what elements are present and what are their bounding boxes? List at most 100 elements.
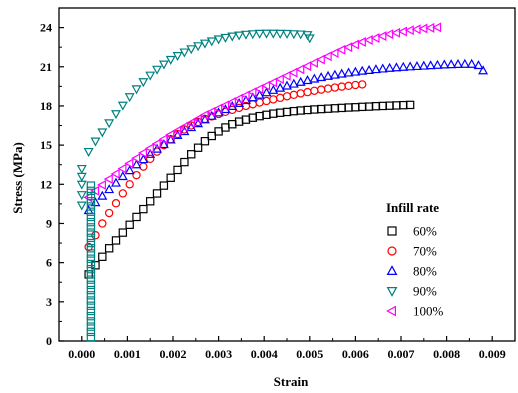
data-point [316, 72, 327, 82]
data-point [308, 57, 319, 68]
y-tick-label: 21 [40, 60, 52, 74]
data-point [152, 189, 162, 198]
data-point [282, 92, 292, 101]
series-90% [83, 29, 315, 158]
data-point [350, 66, 361, 76]
data-point [248, 113, 257, 122]
legend-label: 80% [413, 264, 437, 279]
data-point [323, 70, 334, 80]
data-point [255, 98, 264, 107]
data-point [91, 231, 100, 240]
data-point [111, 110, 121, 120]
data-point [323, 84, 333, 93]
data-point [132, 212, 141, 222]
data-point [358, 80, 367, 89]
data-point [391, 27, 401, 38]
data-point [185, 117, 195, 128]
data-point [384, 29, 394, 40]
data-point [166, 173, 175, 182]
data-point [288, 78, 299, 88]
y-tick-label: 6 [46, 256, 52, 270]
data-point [199, 39, 210, 49]
x-tick-label: 0.001 [114, 347, 141, 361]
data-point [303, 105, 312, 115]
data-point [247, 30, 258, 40]
data-point [392, 101, 401, 110]
data-point [192, 114, 202, 124]
data-point [351, 80, 360, 90]
data-point [261, 29, 272, 39]
data-point [86, 191, 96, 201]
data-point [418, 60, 429, 70]
data-point [172, 125, 182, 136]
data-point [344, 81, 353, 91]
data-point [86, 233, 96, 243]
data-point [111, 236, 121, 245]
series-extra-5 [86, 181, 96, 342]
data-point [118, 228, 128, 237]
data-point [117, 101, 128, 111]
data-point [269, 109, 278, 118]
data-point [83, 147, 94, 158]
data-point [124, 158, 134, 169]
data-point [377, 63, 388, 73]
data-point [86, 275, 96, 284]
data-point [227, 32, 238, 42]
data-point [255, 111, 264, 121]
data-point [282, 107, 292, 117]
data-point [351, 103, 360, 112]
data-point [336, 68, 347, 78]
data-point [117, 171, 128, 181]
data-point [193, 42, 204, 52]
data-point [152, 143, 163, 153]
data-point [350, 39, 360, 50]
data-point [466, 58, 477, 68]
data-point [399, 100, 408, 110]
data-point [405, 61, 416, 71]
data-point [139, 204, 148, 214]
data-point [86, 306, 96, 316]
data-point [86, 202, 96, 211]
plot-frame [58, 7, 516, 342]
x-tick-label: 0.002 [160, 347, 187, 361]
legend-marker [387, 246, 397, 256]
data-point [124, 93, 135, 103]
data-point [281, 70, 291, 81]
data-point [357, 65, 368, 75]
data-point [213, 103, 223, 114]
legend-label: 60% [413, 224, 437, 239]
data-point [86, 285, 96, 295]
data-point [86, 332, 96, 342]
data-point [86, 254, 96, 263]
data-point [86, 212, 96, 222]
data-point [302, 75, 313, 85]
data-point [207, 131, 216, 141]
data-point [138, 154, 149, 164]
data-point [131, 153, 141, 164]
data-point [104, 119, 115, 129]
data-point [262, 110, 271, 120]
data-point [288, 67, 298, 78]
data-point [391, 62, 402, 72]
y-tick-label: 18 [40, 99, 52, 113]
data-point [363, 35, 373, 45]
data-point [329, 69, 340, 79]
y-tick-label: 24 [40, 21, 52, 35]
data-point [356, 36, 366, 47]
data-point [158, 139, 169, 149]
data-point [98, 219, 107, 228]
data-point [111, 199, 121, 208]
data-point [370, 33, 380, 44]
x-tick-label: 0.008 [433, 347, 460, 361]
data-point [404, 25, 414, 36]
data-point [104, 184, 115, 194]
data-point [282, 80, 292, 90]
data-point [132, 170, 141, 180]
data-point [172, 52, 183, 62]
y-axis-title: Stress (MPa) [10, 142, 25, 214]
data-point [118, 189, 128, 198]
data-point [86, 207, 96, 216]
data-point [200, 137, 210, 146]
data-point [165, 55, 176, 65]
data-point [405, 100, 415, 110]
